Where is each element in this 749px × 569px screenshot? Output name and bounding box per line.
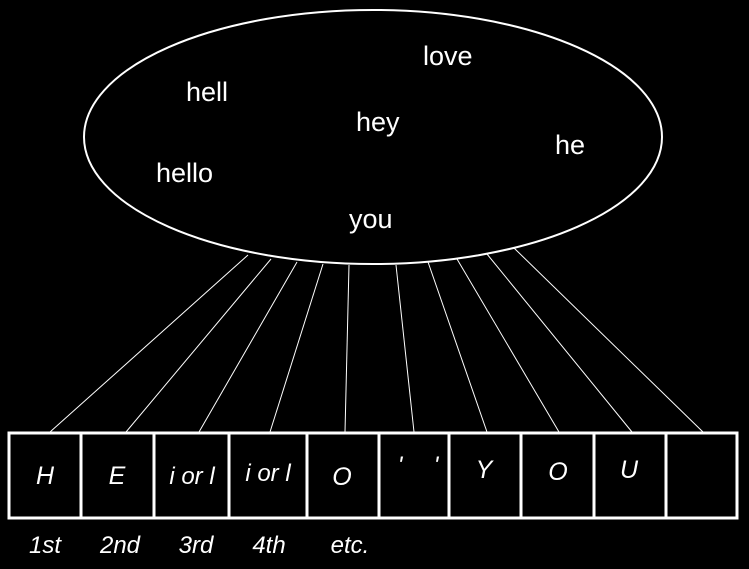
sequence-cell bbox=[7, 431, 83, 520]
connector-line bbox=[49, 254, 249, 433]
sequence-cell bbox=[152, 431, 231, 520]
sequence-cell bbox=[664, 431, 739, 520]
word-you: you bbox=[349, 204, 393, 234]
word-hello: hello bbox=[156, 158, 213, 188]
connector-lines bbox=[49, 247, 704, 433]
cell-letter: U bbox=[620, 456, 639, 484]
connector-line bbox=[125, 258, 272, 433]
connector-line bbox=[486, 253, 633, 433]
position-label: 4th bbox=[252, 532, 285, 559]
position-label: etc. bbox=[331, 532, 370, 559]
word-love: love bbox=[423, 41, 473, 71]
sequence-cell bbox=[305, 431, 381, 520]
sequence-cell bbox=[227, 431, 309, 520]
connector-line bbox=[513, 247, 704, 433]
connector-line bbox=[427, 261, 488, 433]
cell-letter: O bbox=[332, 463, 351, 491]
sequence-cell bbox=[377, 431, 451, 520]
cell-letter: i or l bbox=[169, 463, 215, 490]
connector-line bbox=[344, 264, 350, 433]
position-labels: 1st 2nd 3rd 4th etc. bbox=[29, 532, 369, 559]
connector-line bbox=[269, 263, 324, 433]
word-hey: hey bbox=[356, 107, 400, 137]
word-hell: hell bbox=[186, 77, 228, 107]
sequence-letters: H E i or l i or l O ' ' Y O U bbox=[36, 452, 639, 491]
cell-letter: i or l bbox=[245, 460, 291, 487]
cell-letter: ' bbox=[434, 452, 440, 480]
position-label: 2nd bbox=[99, 532, 141, 559]
word-he: he bbox=[555, 130, 585, 160]
cell-letter: E bbox=[109, 462, 126, 490]
cell-letter: H bbox=[36, 462, 55, 490]
sequence-cell bbox=[79, 431, 156, 520]
connector-line bbox=[395, 264, 415, 433]
word-set: love hell hey he hello you bbox=[156, 41, 585, 234]
position-label: 3rd bbox=[179, 532, 214, 559]
cell-letter: Y bbox=[476, 456, 495, 484]
cell-letter: O bbox=[548, 458, 567, 486]
sequence-cells bbox=[7, 431, 739, 520]
connector-line bbox=[198, 261, 298, 433]
word-set-ellipse bbox=[83, 9, 663, 265]
sequence-cell bbox=[519, 431, 596, 520]
position-label: 1st bbox=[29, 532, 62, 559]
connector-line bbox=[456, 258, 560, 433]
cell-letter: ' bbox=[398, 452, 404, 480]
sequence-cell bbox=[447, 431, 523, 520]
